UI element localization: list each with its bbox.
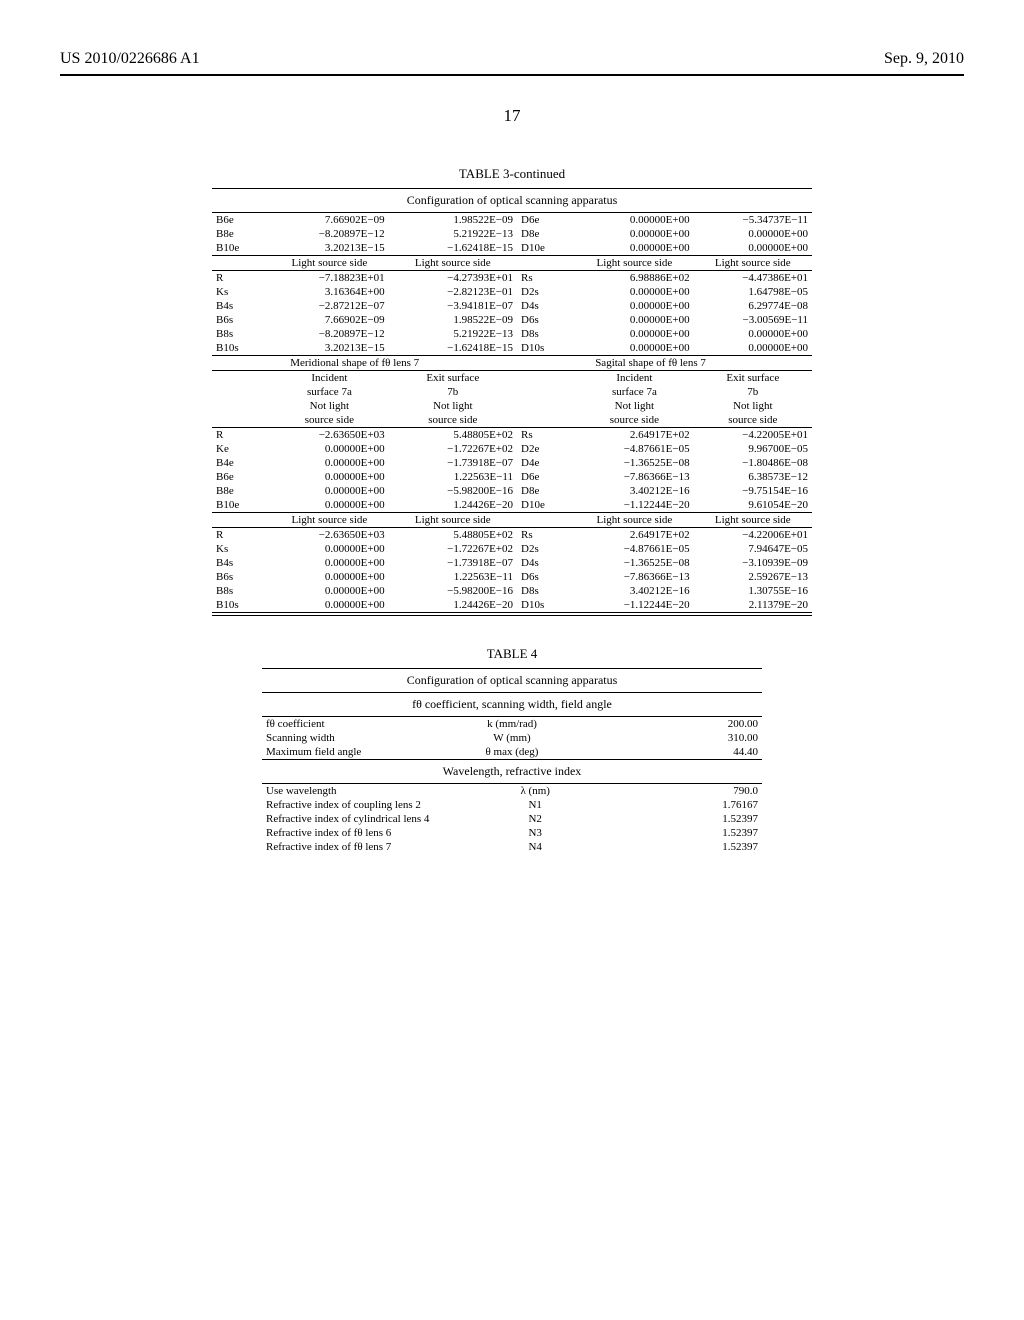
col-hdr: Light source side [575, 256, 693, 271]
table4-sub1: fθ coefficient, scanning width, field an… [262, 693, 762, 717]
table-row: B6s0.00000E+001.22563E−11D6s−7.86366E−13… [212, 570, 812, 584]
table-row: B6e0.00000E+001.22563E−11D6e−7.86366E−13… [212, 470, 812, 484]
table-row: Maximum field angleθ max (deg)44.40 [262, 745, 762, 759]
table-row: R−7.18823E+01−4.27393E+01Rs6.98886E+02−4… [212, 271, 812, 286]
table4-caption: Configuration of optical scanning appara… [262, 668, 762, 693]
table3-title: TABLE 3-continued [212, 166, 812, 182]
table-row: B4s−2.87212E−07−3.94181E−07D4s0.00000E+0… [212, 299, 812, 313]
col-hdr: Light source side [270, 256, 388, 271]
table-row: Refractive index of coupling lens 2N11.7… [262, 798, 762, 812]
col-hdr: Light source side [694, 513, 812, 528]
col-hdr: Light source side [694, 256, 812, 271]
table-row: R−2.63650E+035.48805E+02Rs2.64917E+02−4.… [212, 528, 812, 543]
col-hdr: Light source side [270, 513, 388, 528]
table-row: B4s0.00000E+00−1.73918E−07D4s−1.36525E−0… [212, 556, 812, 570]
table-row: B8s0.00000E+00−5.98200E−16D8s3.40212E−16… [212, 584, 812, 598]
page-number: 17 [60, 106, 964, 126]
shape-hdr-right: Sagital shape of fθ lens 7 [575, 356, 812, 371]
table-row: Use wavelengthλ (nm)790.0 [262, 784, 762, 798]
page-header: US 2010/0226686 A1 Sep. 9, 2010 [60, 50, 964, 76]
table-row: B8e−8.20897E−125.21922E−13D8e0.00000E+00… [212, 227, 812, 241]
col-hdr: Light source side [389, 513, 517, 528]
table-4: TABLE 4 Configuration of optical scannin… [262, 646, 762, 854]
table-row: B10s0.00000E+001.24426E−20D10s−1.12244E−… [212, 598, 812, 613]
table-row: Refractive index of cylindrical lens 4N2… [262, 812, 762, 826]
table4-sub2: Wavelength, refractive index [262, 759, 762, 784]
table-row: B8e0.00000E+00−5.98200E−16D8e3.40212E−16… [212, 484, 812, 498]
table-row: B6e7.66902E−091.98522E−09D6e0.00000E+00−… [212, 213, 812, 227]
table-row: Scanning widthW (mm)310.00 [262, 731, 762, 745]
table-row: Ke0.00000E+00−1.72267E+02D2e−4.87661E−05… [212, 442, 812, 456]
shape-hdr-left: Meridional shape of fθ lens 7 [270, 356, 517, 371]
table-row: B10e0.00000E+001.24426E−20D10e−1.12244E−… [212, 498, 812, 513]
table-3-continued: TABLE 3-continued Configuration of optic… [212, 166, 812, 616]
table-row: fθ coefficientk (mm/rad)200.00 [262, 717, 762, 731]
patent-number: US 2010/0226686 A1 [60, 50, 200, 68]
col-hdr: Light source side [389, 256, 517, 271]
table-row: B10e3.20213E−15−1.62418E−15D10e0.00000E+… [212, 241, 812, 256]
table-row: B6s7.66902E−091.98522E−09D6s0.00000E+00−… [212, 313, 812, 327]
table3-caption: Configuration of optical scanning appara… [212, 188, 812, 213]
table-row: Refractive index of fθ lens 6N31.52397 [262, 826, 762, 840]
table4-title: TABLE 4 [262, 646, 762, 662]
table-row: B8s−8.20897E−125.21922E−13D8s0.00000E+00… [212, 327, 812, 341]
table-row: Refractive index of fθ lens 7N41.52397 [262, 840, 762, 854]
publication-date: Sep. 9, 2010 [884, 50, 964, 68]
table-row: R−2.63650E+035.48805E+02Rs2.64917E+02−4.… [212, 428, 812, 443]
table-row: B4e0.00000E+00−1.73918E−07D4e−1.36525E−0… [212, 456, 812, 470]
table-row: B10s3.20213E−15−1.62418E−15D10s0.00000E+… [212, 341, 812, 356]
table-row: Ks0.00000E+00−1.72267E+02D2s−4.87661E−05… [212, 542, 812, 556]
table-row: Ks3.16364E+00−2.82123E−01D2s0.00000E+001… [212, 285, 812, 299]
col-hdr: Light source side [575, 513, 693, 528]
